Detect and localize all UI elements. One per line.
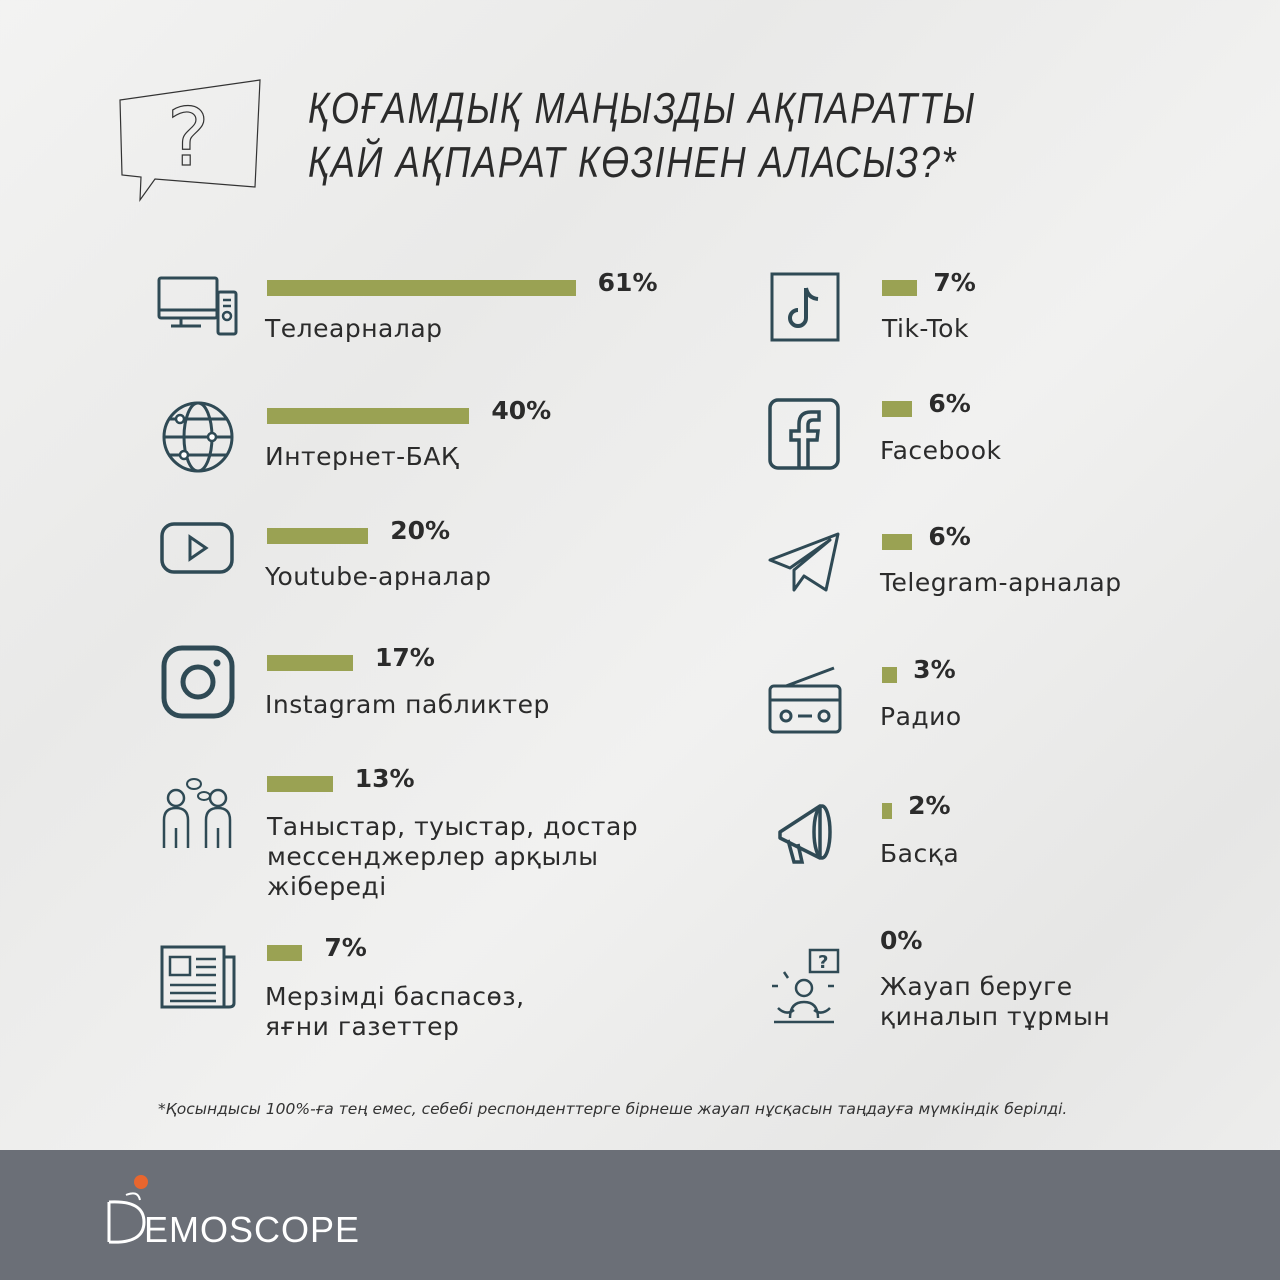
people-talking-icon xyxy=(156,768,240,852)
demoscope-logo: EMOSCOPE xyxy=(107,1175,360,1250)
radio-icon xyxy=(764,660,848,744)
tiktok-icon xyxy=(764,266,848,350)
category-label: Telegram-арналар xyxy=(880,568,1122,597)
bar xyxy=(882,667,898,683)
data-label: 2% xyxy=(908,791,951,820)
footnote: *Қосындысы 100%-ға тең емес, себебі респ… xyxy=(158,1100,1068,1118)
category-label: Жауап беруге қиналып тұрмын xyxy=(880,972,1111,1031)
svg-text:EMOSCOPE: EMOSCOPE xyxy=(144,1209,360,1250)
footer-band xyxy=(0,1150,1280,1280)
newspaper-icon xyxy=(156,935,240,1019)
svg-text:?: ? xyxy=(818,952,828,973)
category-label: Tik-Tok xyxy=(882,314,969,343)
bar xyxy=(882,803,893,819)
bar xyxy=(882,401,913,417)
bar xyxy=(882,534,913,550)
globe-icon xyxy=(156,395,240,479)
category-label: Мерзімді баспасөз, яғни газеттер xyxy=(265,982,525,1041)
category-label: Facebook xyxy=(880,436,1002,465)
question-speech-bubble-icon: ? xyxy=(119,79,261,202)
data-label: 13% xyxy=(354,764,415,793)
bar xyxy=(882,280,918,296)
data-label: 6% xyxy=(928,522,971,551)
bar xyxy=(267,655,354,671)
data-label: 3% xyxy=(913,655,956,684)
confused-person-icon: ? xyxy=(764,946,848,1030)
svg-text:?: ? xyxy=(167,91,209,184)
bar xyxy=(267,945,303,961)
data-label: 0% xyxy=(880,926,923,955)
instagram-icon xyxy=(156,640,240,724)
telegram-icon xyxy=(764,520,848,604)
data-label: 6% xyxy=(928,389,971,418)
data-label: 17% xyxy=(375,643,435,672)
category-label: Youtube-арналар xyxy=(265,562,492,591)
bar xyxy=(267,408,470,424)
bar xyxy=(267,776,333,792)
category-label: Instagram пабликтер xyxy=(265,690,550,719)
megaphone-icon xyxy=(768,790,852,874)
title-line-2: ҚАЙ АҚПАРАТ КӨЗІНЕН АЛАСЫЗ?* xyxy=(308,138,958,187)
category-label: Интернет-БАҚ xyxy=(265,442,460,471)
tv-icon xyxy=(156,268,240,352)
category-label: Басқа xyxy=(880,839,960,868)
bar xyxy=(267,280,576,296)
data-label: 20% xyxy=(390,516,451,545)
category-label: Радио xyxy=(880,702,962,731)
bar xyxy=(267,528,369,544)
facebook-icon xyxy=(762,392,846,476)
data-label: 61% xyxy=(597,268,658,297)
category-label: Таныстар, туыстар, достар мессенджерлер … xyxy=(267,812,639,901)
youtube-icon xyxy=(156,506,240,590)
category-label: Телеарналар xyxy=(265,314,443,343)
data-label: 40% xyxy=(491,396,552,425)
data-label: 7% xyxy=(933,268,976,297)
title-line-1: ҚОҒАМДЫҚ МАҢЫЗДЫ АҚПАРАТТЫ xyxy=(308,84,977,133)
data-label: 7% xyxy=(324,933,367,962)
